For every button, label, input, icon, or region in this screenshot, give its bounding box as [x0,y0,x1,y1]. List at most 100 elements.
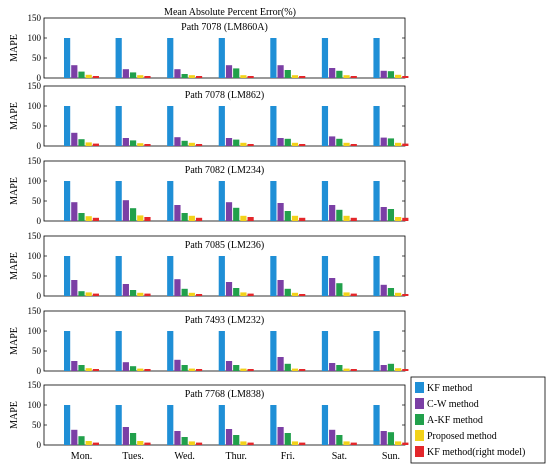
bar [195,294,203,296]
bar [115,256,122,296]
bar [380,284,387,296]
bar [291,368,299,371]
y-tick-label: 0 [37,291,42,301]
panel-title: Path 7768 (LM838) [185,389,264,400]
bar [115,405,122,445]
bar [225,282,233,296]
bar [240,368,247,371]
bar [85,216,92,221]
bar [270,405,277,445]
bar [336,435,343,445]
x-tick-label: Sun. [382,451,400,462]
bar [277,427,284,445]
bar [343,75,350,78]
bar [380,365,387,371]
bar [218,106,225,146]
bar [284,433,291,445]
bar [402,369,409,371]
bar [188,215,195,221]
bar [92,217,99,221]
bar [188,292,195,296]
bar [85,292,92,296]
x-tick-label: Thur. [226,451,247,462]
bar [299,76,306,78]
bar [373,181,380,221]
y-tick-label: 50 [32,346,42,356]
bar [181,437,188,445]
bar [137,75,144,78]
bar [336,365,343,371]
bar [240,215,247,221]
bar [284,363,291,371]
bar [247,369,254,371]
bar [395,74,402,78]
bar [78,291,85,296]
bar [92,442,99,445]
bar [380,207,387,221]
y-tick-label: 0 [37,216,42,226]
legend-swatch [415,414,424,425]
y-tick-label: 50 [32,420,42,430]
bar [387,138,395,146]
bar [247,76,254,78]
bar [144,293,151,296]
x-tick-label: Fri. [281,451,295,462]
y-tick-label: 100 [28,101,42,111]
bar [195,144,203,146]
bar [85,441,92,445]
panel-title: Path 7085 (LM236) [185,240,264,251]
bar [167,38,174,78]
bar [137,368,144,371]
bar [129,208,137,221]
bar [387,288,395,296]
bar [240,441,247,445]
panel-title: Path 7078 (LM862) [185,90,264,101]
y-axis-label: MAPE [9,102,20,130]
bar [380,431,387,445]
bar [64,181,71,221]
bar [277,65,284,78]
bar [321,181,329,221]
bar [270,38,277,78]
bar [270,181,277,221]
bar [122,69,129,78]
figure-title: Mean Absolute Percent Error(%) [164,7,296,18]
bar [218,405,225,445]
x-tick-label: Mon. [71,451,92,462]
bar [137,441,144,445]
bar [291,75,299,78]
bar [174,431,181,445]
bar [329,205,336,221]
panel-6: 0 50 100 150 MAPE Path 7768 (LM838) [9,380,409,450]
y-tick-label: 100 [28,326,42,336]
y-tick-label: 0 [37,440,42,450]
bar [85,142,92,146]
panel-1: 0 50 100 150 MAPE Path 7078 (LM860A) [9,13,409,83]
bar [402,442,409,445]
bar [144,76,151,78]
bar [284,288,291,296]
bar [321,38,329,78]
bar [167,405,174,445]
bar [78,139,85,146]
y-tick-label: 150 [28,306,42,316]
bar [115,331,122,371]
y-tick-label: 0 [37,73,42,83]
bar [402,76,409,78]
bar [299,369,306,371]
bar [122,362,129,371]
bar [247,442,254,445]
y-tick-label: 150 [28,380,42,390]
bar [78,71,85,78]
bar [71,65,78,78]
bar [329,136,336,146]
bar [299,294,306,296]
bar [321,256,329,296]
bar [64,256,71,296]
bar [129,72,137,78]
panel-5: 0 50 100 150 MAPE Path 7493 (LM232) [9,306,409,376]
legend-swatch [415,446,424,457]
bar [64,106,71,146]
y-tick-label: 150 [28,231,42,241]
bar [78,436,85,445]
